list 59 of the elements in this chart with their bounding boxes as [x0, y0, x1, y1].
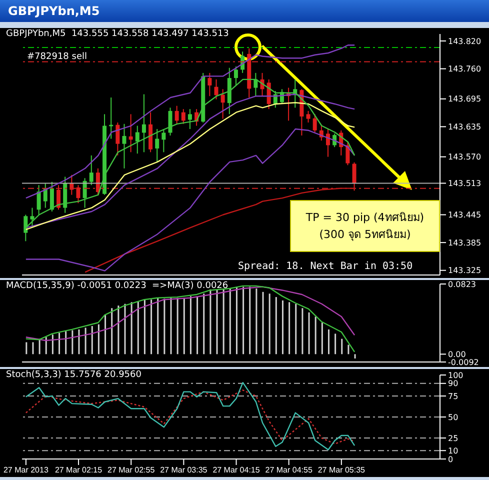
x-tick-label: 27 Mar 02:55 [108, 466, 156, 475]
y-tick-label: 143.820 [448, 36, 482, 46]
candlestick [76, 184, 80, 204]
candlestick [36, 184, 41, 216]
y-tick-label: 143.695 [448, 94, 482, 104]
chart-subtitle: GBPJPYbn,M5 143.555 143.558 143.497 143.513 [6, 29, 229, 39]
annotation: Spread: 18. Next Bar in 03:50 [238, 261, 413, 272]
y-tick-label: 100 [448, 370, 464, 380]
candlestick [128, 114, 133, 153]
candlestick [168, 107, 172, 136]
annotation: TP = 30 pip (4ทศนิยม) [304, 210, 426, 226]
chart-title: GBPJPYbn,M5 [0, 0, 489, 22]
y-tick-label: 0 [448, 454, 454, 464]
y-tick-label: 143.570 [448, 152, 482, 162]
candlestick [306, 110, 310, 124]
candlestick [220, 88, 225, 120]
candlestick [208, 72, 212, 97]
chart-subtitle: Stoch(5,3,3) 15.7576 20.9560 [6, 370, 142, 380]
x-tick-label: 27 Mar 2013 [3, 466, 49, 475]
candlestick [122, 123, 126, 169]
line-series [25, 390, 356, 444]
chart-subtitle: MACD(15,35,9) -0.0051 0.0223 =>MA(3) 0.0026 [6, 281, 228, 291]
y-tick-label: 50 [448, 412, 458, 422]
x-tick-label: 27 Mar 05:35 [318, 466, 366, 475]
candlestick [352, 162, 356, 192]
y-tick-label: 0.0823 [448, 280, 476, 289]
candlestick [116, 122, 120, 156]
candlestick [346, 141, 350, 166]
y-tick-label: 25 [448, 434, 458, 443]
candlestick [50, 181, 54, 212]
y-tick-label: 143.325 [448, 266, 482, 276]
y-tick-label: 0.00 [448, 350, 466, 359]
candlestick [89, 154, 94, 186]
candlestick [174, 105, 179, 124]
candlestick [135, 125, 140, 154]
y-tick-label: -0.0092 [448, 358, 479, 367]
y-tick-label: 143.513 [448, 179, 482, 188]
candlestick [142, 94, 146, 153]
y-tick-label: 75 [448, 392, 458, 401]
y-tick-label: 143.445 [448, 210, 482, 220]
x-tick-label: 27 Mar 02:15 [54, 466, 103, 475]
y-tick-label: 90 [448, 379, 458, 388]
candlestick [155, 128, 160, 162]
y-tick-label: 143.635 [448, 122, 482, 132]
candlestick [56, 184, 61, 210]
y-tick-label: 10 [448, 446, 458, 456]
x-tick-label: 27 Mar 03:35 [160, 466, 208, 475]
ref-line-label: #782918 sell [27, 52, 87, 62]
line-series [25, 382, 356, 450]
y-tick-label: 143.760 [448, 64, 482, 74]
candlestick [162, 128, 166, 153]
candlestick [188, 108, 192, 130]
candlestick [214, 78, 218, 100]
candlestick [181, 108, 186, 124]
x-tick-label: 27 Mar 04:55 [265, 466, 313, 475]
y-tick-label: 143.385 [448, 238, 482, 248]
annotation: (300 จุด 5ทศนิยม) [318, 227, 412, 243]
candlestick [312, 114, 317, 133]
x-tick-label: 27 Mar 04:15 [212, 466, 260, 475]
